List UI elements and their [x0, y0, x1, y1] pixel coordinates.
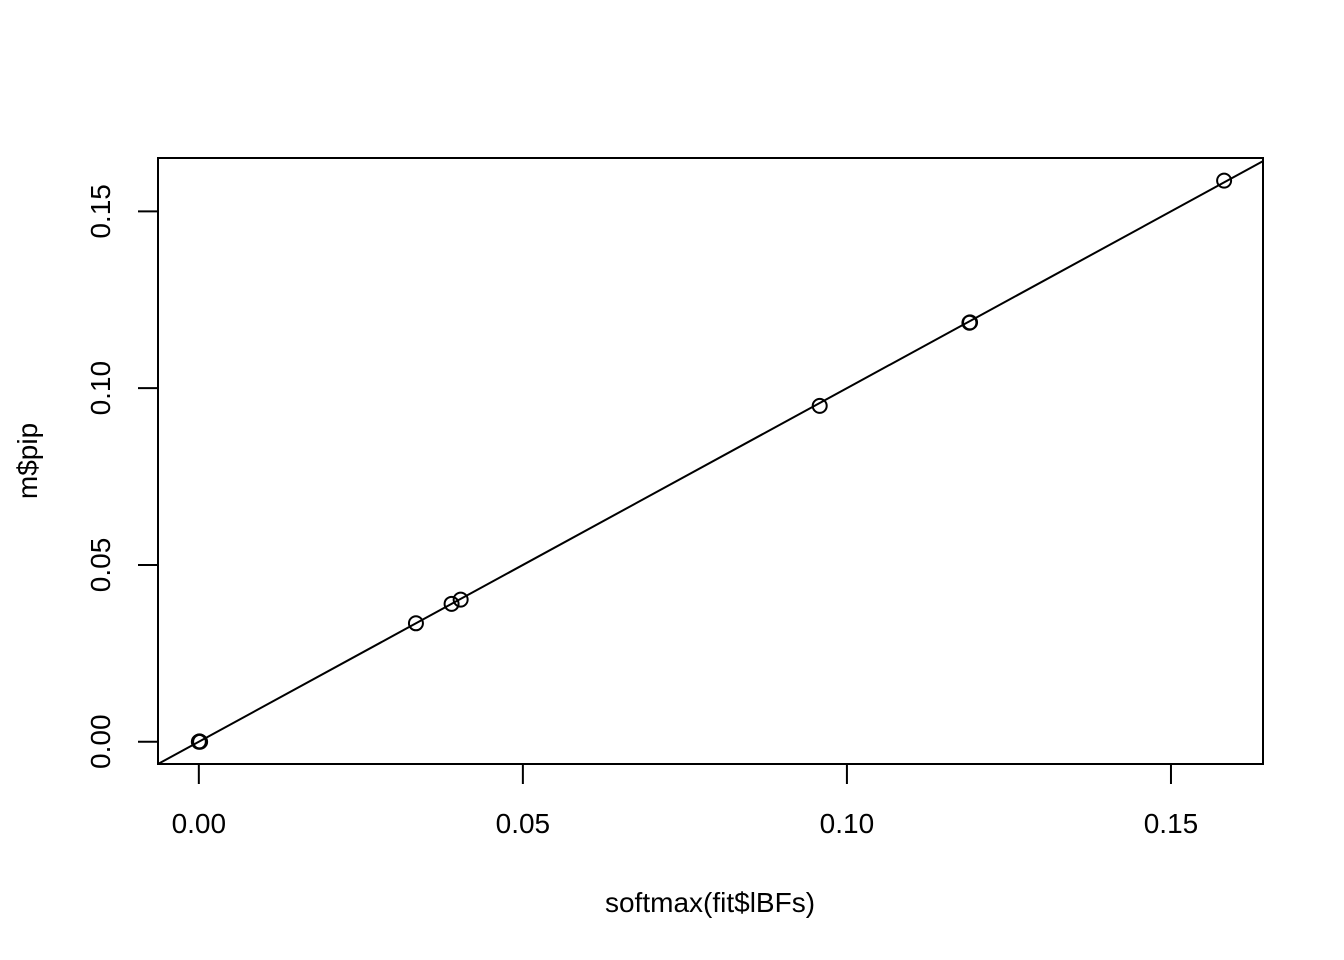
x-axis-label: softmax(fit$lBFs) — [605, 887, 815, 918]
x-axis: 0.00 0.05 0.10 0.15 — [172, 763, 1199, 839]
x-tick-label: 0.05 — [496, 808, 551, 839]
data-point — [962, 314, 979, 331]
data-point — [192, 733, 209, 750]
identity-line — [157, 160, 1264, 765]
data-point — [811, 397, 828, 414]
x-tick-label: 0.00 — [172, 808, 227, 839]
y-tick-label: 0.05 — [85, 538, 116, 593]
data-point — [1216, 172, 1233, 189]
identity-line-layer — [157, 160, 1264, 765]
x-tick-label: 0.10 — [820, 808, 875, 839]
y-tick-label: 0.10 — [85, 361, 116, 416]
y-tick-label: 0.15 — [85, 184, 116, 239]
data-point — [443, 595, 460, 612]
y-axis: 0.00 0.05 0.10 0.15 — [85, 184, 159, 769]
data-point — [407, 615, 424, 632]
data-points — [190, 172, 1233, 750]
y-tick-label: 0.00 — [85, 714, 116, 769]
x-tick-label: 0.15 — [1144, 808, 1199, 839]
y-axis-label: m$pip — [12, 423, 43, 499]
data-point — [452, 591, 469, 608]
